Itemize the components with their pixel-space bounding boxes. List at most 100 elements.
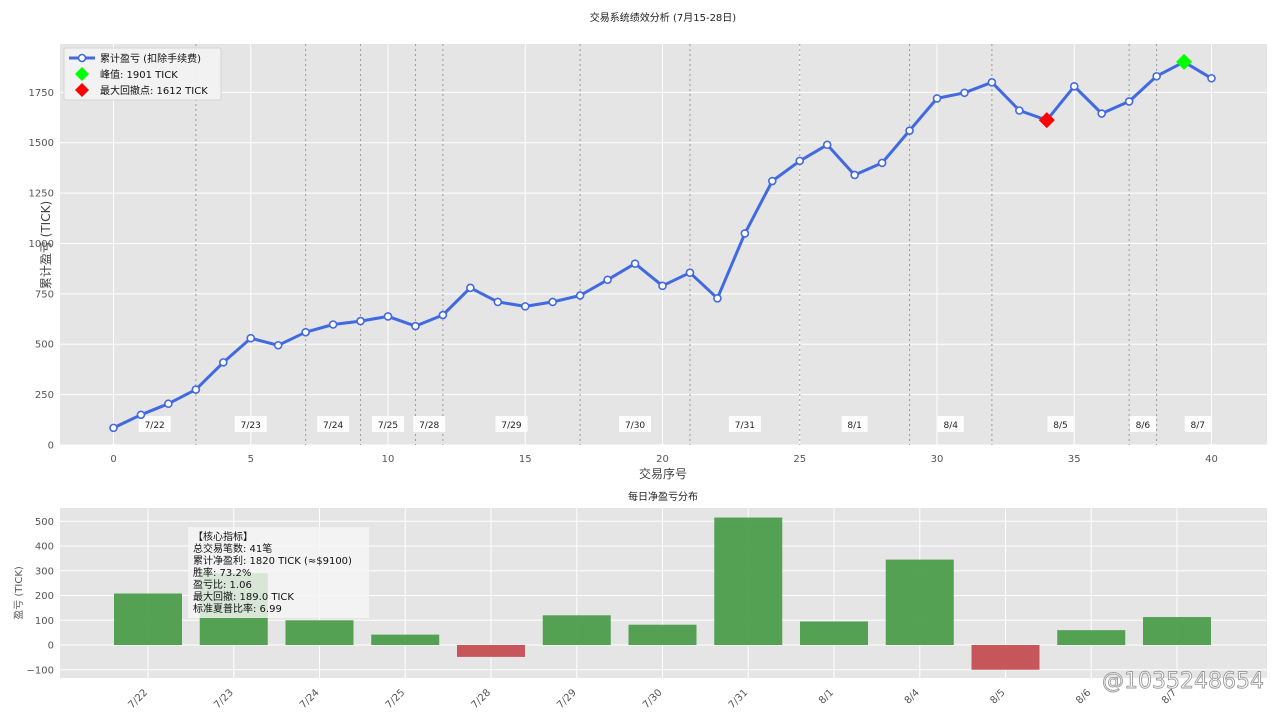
bar-x-tick-label: 7/22 (126, 687, 150, 711)
watermark: @1035248654 (1102, 669, 1264, 694)
day-label-box (619, 416, 652, 432)
data-point (905, 126, 914, 135)
bar-y-tick-label: 300 (35, 566, 54, 577)
x-axis-label: 交易序号 (639, 466, 687, 481)
chart-title: 交易系统绩效分析 (7月15-28日) (590, 11, 736, 24)
data-point (850, 170, 859, 180)
data-point (713, 294, 722, 303)
data-point (932, 94, 942, 103)
day-label-box (234, 416, 267, 432)
data-point (767, 176, 777, 186)
metric-net-profit: 累计净盈利: 1820 TICK (≈$9100) (193, 554, 352, 567)
data-point (520, 302, 530, 311)
day-labels: 7/22 7/23 7/24 7/25 7/28 7/29 7/30 7/31 8/1 8/4 8/… (138, 416, 1211, 432)
bar-y-tick-label: 400 (35, 542, 54, 553)
day-label-box (1047, 416, 1074, 432)
bar-x-tick-label: 7/25 (384, 687, 408, 711)
bar (457, 645, 525, 657)
max-drawdown-marker (1038, 112, 1055, 129)
bar-x-tick-label: 7/30 (641, 687, 665, 711)
x-axis-ticks: 0 5 10 15 20 25 30 35 40 (110, 454, 1218, 465)
data-point (136, 410, 146, 420)
legend-peak-swatch (75, 67, 89, 81)
data-point (273, 340, 283, 350)
bar-y-tick-label: 0 (48, 641, 54, 652)
bar-x-tick-label: 7/29 (555, 687, 579, 711)
data-point (658, 281, 667, 291)
peak-marker (1176, 53, 1193, 70)
x-tick-label: 30 (931, 454, 944, 465)
bar-y-axis-label: 盈亏 (TICK) (13, 566, 25, 620)
bar (714, 517, 783, 645)
legend-drawdown-swatch (75, 83, 89, 97)
x-tick-label: 35 (1068, 454, 1081, 465)
data-point (438, 310, 448, 320)
data-point (466, 283, 475, 293)
day-label-box (841, 416, 868, 432)
x-tick-label: 15 (519, 454, 532, 465)
data-point (795, 156, 805, 166)
highlight-markers (1038, 53, 1193, 129)
bar (285, 620, 354, 645)
x-tick-label: 0 (110, 454, 116, 465)
day-label-box (937, 416, 964, 432)
data-point (191, 385, 201, 394)
y-axis-ticks: 0 250 500 750 1000 1250 1500 1750 (29, 88, 54, 452)
metric-max-drawdown: 最大回撤: 189.0 TICK (193, 590, 294, 603)
data-point (1069, 82, 1079, 91)
day-label-box (1129, 416, 1156, 432)
metric-total-trades: 总交易笔数: 41笔 (193, 542, 272, 555)
x-tick-label: 25 (793, 454, 806, 465)
data-point (356, 316, 365, 326)
bar-y-tick-label: 200 (35, 591, 54, 602)
x-tick-label: 5 (248, 454, 254, 465)
data-point (1015, 106, 1024, 115)
data-point (109, 423, 118, 433)
day-label: 7/28 (419, 421, 439, 431)
data-point (219, 358, 228, 367)
day-label-box (138, 416, 171, 432)
data-point (740, 229, 750, 238)
x-tick-label: 40 (1205, 454, 1218, 465)
data-point (685, 268, 695, 278)
metric-win-rate: 胜率: 73.2% (193, 566, 251, 579)
metric-profit-factor: 盈亏比: 1.06 (193, 579, 252, 591)
data-point (328, 320, 338, 329)
data-point (877, 158, 887, 168)
data-point (493, 297, 503, 307)
day-label: 7/30 (625, 421, 645, 431)
data-point (1097, 109, 1106, 118)
plot-area (60, 44, 1267, 445)
data-point (1207, 73, 1216, 83)
bar-x-tick-label: 8/1 (817, 687, 836, 706)
data-point (164, 399, 173, 408)
bar (885, 559, 954, 645)
data-point (960, 88, 969, 98)
day-label: 7/29 (501, 421, 521, 431)
data-point (548, 297, 558, 307)
legend: 累计盈亏 (扣除手续费) 峰值: 1901 TICK 最大回撤点: 1612 T… (63, 47, 222, 101)
day-separators (195, 44, 1158, 445)
y-tick-label: 500 (35, 340, 54, 351)
data-point (383, 312, 393, 321)
metrics-title: 【核心指标】 (193, 530, 253, 543)
data-point (1124, 97, 1134, 106)
data-point (987, 77, 997, 87)
day-label: 7/25 (378, 421, 398, 431)
cumulative-pnl-chart: 交易系统绩效分析 (7月15-28日) 7/22 7/23 7/24 7/25 7/28… (29, 11, 1267, 481)
day-label-box (1184, 416, 1211, 432)
bar (542, 615, 611, 645)
y-tick-label: 750 (35, 289, 54, 300)
bar-y-tick-label: 500 (35, 517, 54, 528)
bar (971, 645, 1040, 670)
bar (800, 621, 868, 645)
day-label-box (728, 416, 761, 432)
day-label: 8/5 (1053, 421, 1067, 431)
x-tick-label: 10 (382, 454, 395, 465)
metrics-box: 【核心指标】 总交易笔数: 41笔 累计净盈利: 1820 TICK (≈$91… (188, 527, 369, 618)
bar (1057, 630, 1126, 645)
data-point (630, 259, 640, 268)
legend-entry-drawdown: 最大回撤点: 1612 TICK (100, 84, 208, 97)
day-label: 7/22 (145, 421, 165, 431)
